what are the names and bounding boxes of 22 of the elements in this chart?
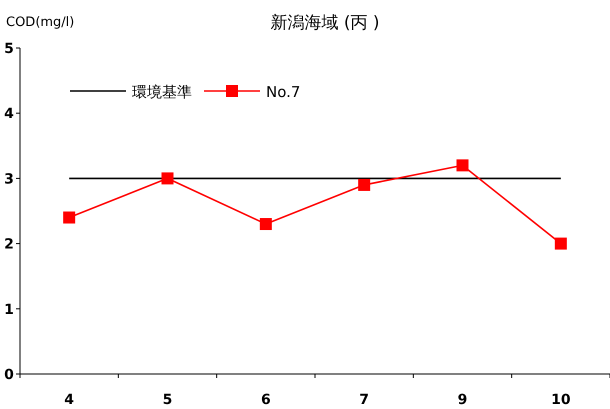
chart-title: 新潟海域 (丙 ) xyxy=(270,13,380,33)
y-axis-title: COD(mg/l) xyxy=(6,15,74,30)
point xyxy=(456,159,468,172)
y-tick-label: 1 xyxy=(4,302,14,318)
point xyxy=(162,172,174,184)
y-tick-label: 0 xyxy=(4,367,14,383)
x-tick-label: 5 xyxy=(162,392,172,408)
x-tick-label: 9 xyxy=(458,392,468,408)
x-tick-label: 6 xyxy=(260,392,271,408)
y-tick-label: 2 xyxy=(4,236,14,253)
point xyxy=(63,212,76,224)
y-tick-label: 5 xyxy=(4,41,14,57)
legend-label: No.7 xyxy=(266,83,300,101)
point xyxy=(358,178,370,191)
y-tick-label: 3 xyxy=(4,171,14,188)
point xyxy=(554,238,567,250)
point xyxy=(260,218,272,230)
x-tick-label: 4 xyxy=(64,392,74,408)
x-tick-label: 7 xyxy=(359,392,370,408)
legend-label: 環境基準 xyxy=(132,83,192,101)
x-tick-label: 10 xyxy=(551,392,571,408)
y-tick-label: 4 xyxy=(4,106,14,122)
